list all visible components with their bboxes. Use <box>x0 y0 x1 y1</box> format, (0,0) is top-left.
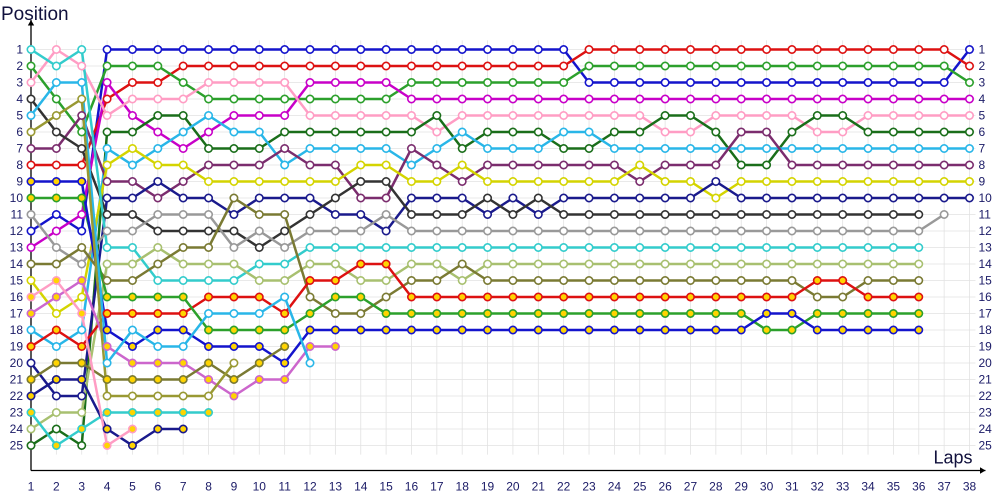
svg-text:11: 11 <box>979 208 992 222</box>
svg-text:33: 33 <box>836 480 850 494</box>
svg-text:10: 10 <box>253 480 267 494</box>
svg-text:19: 19 <box>979 340 993 354</box>
svg-text:22: 22 <box>557 480 571 494</box>
svg-text:14: 14 <box>979 257 993 271</box>
svg-text:37: 37 <box>937 480 951 494</box>
svg-text:27: 27 <box>684 480 698 494</box>
svg-text:5: 5 <box>16 109 23 123</box>
svg-text:9: 9 <box>231 480 238 494</box>
svg-text:10: 10 <box>979 191 993 205</box>
svg-text:17: 17 <box>430 480 444 494</box>
svg-text:8: 8 <box>205 480 212 494</box>
svg-text:20: 20 <box>506 480 520 494</box>
svg-text:10: 10 <box>10 191 24 205</box>
svg-text:35: 35 <box>887 480 901 494</box>
svg-text:15: 15 <box>10 274 24 288</box>
svg-text:1: 1 <box>16 43 23 57</box>
svg-text:34: 34 <box>861 480 875 494</box>
svg-text:6: 6 <box>979 125 986 139</box>
svg-text:9: 9 <box>16 175 23 189</box>
svg-text:Position: Position <box>1 4 69 25</box>
svg-text:22: 22 <box>10 389 24 403</box>
svg-text:8: 8 <box>979 158 986 172</box>
svg-text:13: 13 <box>10 241 24 255</box>
svg-text:20: 20 <box>10 356 24 370</box>
svg-text:6: 6 <box>16 125 23 139</box>
svg-text:2: 2 <box>979 59 986 73</box>
svg-text:4: 4 <box>979 92 986 106</box>
svg-text:5: 5 <box>129 480 136 494</box>
svg-text:6: 6 <box>154 480 161 494</box>
svg-text:23: 23 <box>582 480 596 494</box>
svg-text:12: 12 <box>10 224 24 238</box>
svg-text:19: 19 <box>10 340 24 354</box>
svg-text:15: 15 <box>379 480 393 494</box>
svg-text:30: 30 <box>760 480 774 494</box>
svg-text:21: 21 <box>979 373 993 387</box>
svg-text:7: 7 <box>16 142 23 156</box>
svg-text:1: 1 <box>979 43 986 57</box>
svg-text:24: 24 <box>979 422 993 436</box>
svg-text:18: 18 <box>979 323 993 337</box>
svg-text:26: 26 <box>658 480 672 494</box>
svg-text:23: 23 <box>10 406 24 420</box>
svg-text:25: 25 <box>979 439 993 453</box>
svg-text:18: 18 <box>456 480 470 494</box>
svg-text:21: 21 <box>10 373 24 387</box>
svg-text:16: 16 <box>405 480 419 494</box>
svg-text:19: 19 <box>481 480 495 494</box>
svg-text:Laps: Laps <box>934 448 973 468</box>
svg-text:24: 24 <box>608 480 622 494</box>
svg-text:4: 4 <box>104 480 111 494</box>
svg-text:24: 24 <box>10 422 24 436</box>
svg-text:2: 2 <box>16 59 23 73</box>
svg-text:11: 11 <box>11 208 24 222</box>
svg-text:32: 32 <box>811 480 825 494</box>
svg-text:8: 8 <box>16 158 23 172</box>
svg-text:11: 11 <box>278 480 291 494</box>
svg-text:17: 17 <box>10 307 24 321</box>
svg-text:7: 7 <box>180 480 187 494</box>
svg-text:15: 15 <box>979 274 993 288</box>
svg-text:14: 14 <box>10 257 24 271</box>
svg-text:4: 4 <box>16 92 23 106</box>
svg-text:5: 5 <box>979 109 986 123</box>
svg-text:16: 16 <box>979 290 993 304</box>
svg-text:20: 20 <box>979 356 993 370</box>
svg-text:25: 25 <box>633 480 647 494</box>
svg-text:28: 28 <box>709 480 723 494</box>
svg-text:18: 18 <box>10 323 24 337</box>
svg-text:23: 23 <box>979 406 993 420</box>
svg-text:38: 38 <box>963 480 977 494</box>
svg-text:3: 3 <box>78 480 85 494</box>
svg-text:2: 2 <box>53 480 60 494</box>
svg-text:3: 3 <box>979 76 986 90</box>
svg-text:31: 31 <box>785 480 799 494</box>
svg-text:7: 7 <box>979 142 986 156</box>
svg-text:25: 25 <box>10 439 24 453</box>
svg-text:1: 1 <box>28 480 35 494</box>
svg-text:12: 12 <box>979 224 993 238</box>
svg-text:29: 29 <box>735 480 749 494</box>
svg-text:9: 9 <box>979 175 986 189</box>
svg-text:21: 21 <box>532 480 546 494</box>
svg-text:16: 16 <box>10 290 24 304</box>
svg-text:22: 22 <box>979 389 993 403</box>
svg-text:3: 3 <box>16 76 23 90</box>
svg-text:14: 14 <box>354 480 368 494</box>
svg-text:17: 17 <box>979 307 993 321</box>
svg-text:13: 13 <box>979 241 993 255</box>
svg-text:13: 13 <box>329 480 343 494</box>
svg-text:36: 36 <box>912 480 926 494</box>
svg-text:12: 12 <box>303 480 317 494</box>
